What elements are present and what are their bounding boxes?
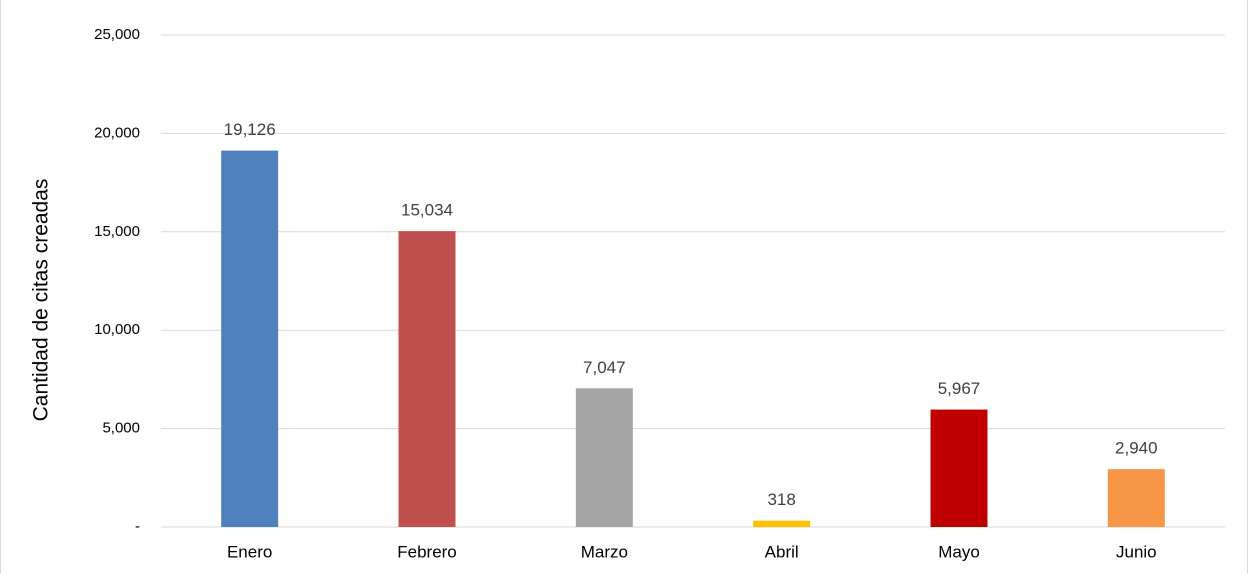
y-tick-label: 10,000 (94, 321, 140, 338)
y-tick-label: 25,000 (94, 26, 140, 43)
value-label: 2,940 (1115, 439, 1158, 458)
y-tick-label: 20,000 (94, 124, 140, 141)
x-tick-label: Enero (227, 542, 272, 561)
value-label: 19,126 (224, 120, 276, 139)
x-tick-label: Marzo (581, 542, 628, 561)
bar (575, 388, 633, 527)
y-tick-label: 5,000 (102, 420, 140, 437)
value-label: 7,047 (583, 358, 626, 377)
bar (930, 409, 988, 527)
x-tick-label: Junio (1116, 542, 1157, 561)
x-tick-label: Mayo (938, 542, 980, 561)
y-tick-label: - (135, 518, 140, 535)
bar (1107, 469, 1165, 527)
bar (398, 231, 456, 528)
x-tick-label: Febrero (397, 542, 457, 561)
y-tick-label: 15,000 (94, 223, 140, 240)
x-tick-label: Abril (765, 542, 799, 561)
value-label: 15,034 (401, 201, 453, 220)
value-label: 318 (767, 490, 795, 509)
y-axis-label: Cantidad de citas creadas (30, 179, 53, 422)
bar (221, 150, 279, 527)
bar (753, 520, 811, 527)
value-label: 5,967 (938, 379, 981, 398)
